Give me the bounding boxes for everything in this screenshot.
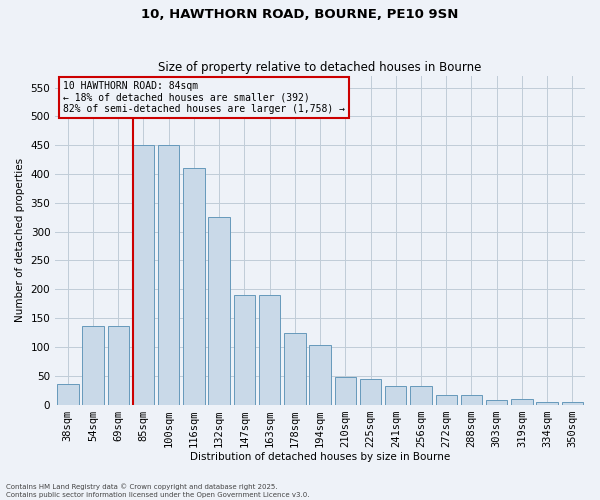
- Bar: [360, 378, 381, 404]
- Bar: [486, 400, 508, 404]
- Text: Contains HM Land Registry data © Crown copyright and database right 2025.
Contai: Contains HM Land Registry data © Crown c…: [6, 484, 310, 498]
- Bar: [57, 384, 79, 404]
- Bar: [562, 402, 583, 404]
- Bar: [536, 402, 558, 404]
- Bar: [133, 145, 154, 405]
- X-axis label: Distribution of detached houses by size in Bourne: Distribution of detached houses by size …: [190, 452, 450, 462]
- Bar: [82, 326, 104, 404]
- Bar: [385, 386, 406, 404]
- Bar: [284, 332, 305, 404]
- Bar: [158, 145, 179, 405]
- Bar: [310, 345, 331, 405]
- Bar: [259, 295, 280, 405]
- Bar: [436, 395, 457, 404]
- Bar: [461, 396, 482, 404]
- Bar: [183, 168, 205, 404]
- Bar: [233, 295, 255, 405]
- Text: 10 HAWTHORN ROAD: 84sqm
← 18% of detached houses are smaller (392)
82% of semi-d: 10 HAWTHORN ROAD: 84sqm ← 18% of detache…: [63, 81, 345, 114]
- Bar: [335, 378, 356, 404]
- Bar: [410, 386, 432, 404]
- Bar: [511, 399, 533, 404]
- Bar: [208, 218, 230, 404]
- Bar: [107, 326, 129, 404]
- Y-axis label: Number of detached properties: Number of detached properties: [15, 158, 25, 322]
- Text: 10, HAWTHORN ROAD, BOURNE, PE10 9SN: 10, HAWTHORN ROAD, BOURNE, PE10 9SN: [142, 8, 458, 20]
- Title: Size of property relative to detached houses in Bourne: Size of property relative to detached ho…: [158, 60, 482, 74]
